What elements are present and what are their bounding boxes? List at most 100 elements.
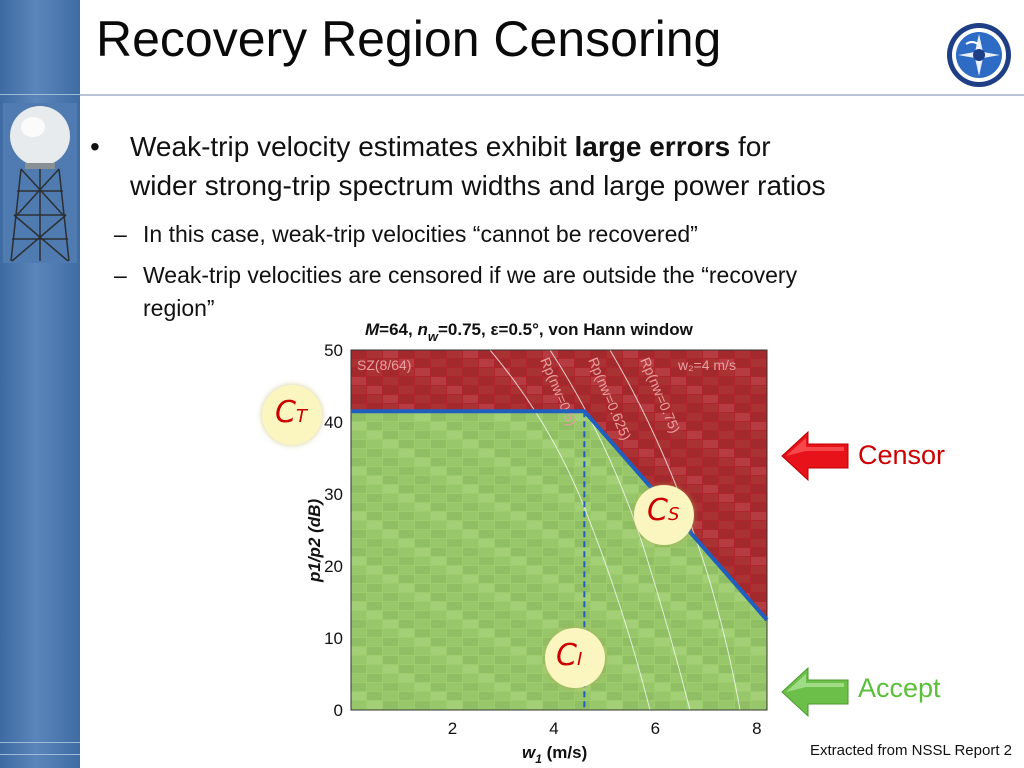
grid-cell bbox=[399, 521, 414, 529]
grid-cell bbox=[415, 521, 430, 529]
grid-cell bbox=[671, 368, 686, 376]
grid-cell bbox=[575, 368, 590, 376]
grid-cell bbox=[495, 692, 510, 700]
grid-cell bbox=[367, 665, 382, 673]
grid-cell bbox=[415, 683, 430, 691]
grid-cell bbox=[399, 377, 414, 385]
grid-cell bbox=[735, 404, 750, 412]
grid-cell bbox=[447, 557, 462, 565]
grid-cell bbox=[687, 701, 702, 709]
grid-cell bbox=[415, 458, 430, 466]
grid-cell bbox=[751, 350, 766, 358]
grid-cell bbox=[623, 530, 638, 538]
grid-cell bbox=[463, 449, 478, 457]
grid-cell bbox=[655, 611, 670, 619]
grid-cell bbox=[367, 575, 382, 583]
censor-label: Censor bbox=[858, 440, 946, 470]
grid-cell bbox=[607, 404, 622, 412]
grid-cell bbox=[719, 440, 734, 448]
grid-cell bbox=[687, 557, 702, 565]
grid-cell bbox=[495, 701, 510, 709]
grid-cell bbox=[591, 503, 606, 511]
grid-cell bbox=[703, 557, 718, 565]
grid-cell bbox=[415, 503, 430, 511]
cs-marker bbox=[634, 485, 694, 545]
grid-cell bbox=[367, 404, 382, 412]
grid-cell bbox=[415, 422, 430, 430]
grid-cell bbox=[703, 368, 718, 376]
grid-cell bbox=[399, 701, 414, 709]
grid-cell bbox=[495, 449, 510, 457]
grid-cell bbox=[431, 359, 446, 367]
grid-cell bbox=[623, 620, 638, 628]
grid-cell bbox=[527, 656, 542, 664]
grid-cell bbox=[495, 656, 510, 664]
sidebar-divider bbox=[0, 94, 80, 95]
grid-cell bbox=[591, 611, 606, 619]
grid-cell bbox=[511, 575, 526, 583]
grid-cell bbox=[415, 629, 430, 637]
grid-cell bbox=[751, 395, 766, 403]
grid-cell bbox=[719, 530, 734, 538]
grid-cell bbox=[607, 512, 622, 520]
grid-cell bbox=[575, 593, 590, 601]
grid-cell bbox=[399, 611, 414, 619]
grid-cell bbox=[415, 620, 430, 628]
grid-cell bbox=[735, 692, 750, 700]
grid-cell bbox=[639, 377, 654, 385]
grid-cell bbox=[495, 440, 510, 448]
grid-cell bbox=[511, 701, 526, 709]
grid-cell bbox=[687, 575, 702, 583]
grid-cell bbox=[511, 449, 526, 457]
grid-cell bbox=[351, 638, 366, 646]
grid-cell bbox=[703, 458, 718, 466]
grid-cell bbox=[447, 503, 462, 511]
grid-cell bbox=[719, 566, 734, 574]
grid-cell bbox=[559, 458, 574, 466]
grid-cell bbox=[351, 521, 366, 529]
grid-cell bbox=[623, 359, 638, 367]
grid-cell bbox=[607, 584, 622, 592]
grid-cell bbox=[623, 674, 638, 682]
grid-cell bbox=[463, 683, 478, 691]
grid-cell bbox=[431, 494, 446, 502]
grid-cell bbox=[447, 368, 462, 376]
grid-cell bbox=[559, 359, 574, 367]
grid-cell bbox=[751, 386, 766, 394]
grid-cell bbox=[687, 359, 702, 367]
grid-cell bbox=[495, 602, 510, 610]
grid-cell bbox=[431, 440, 446, 448]
grid-cell bbox=[351, 440, 366, 448]
grid-cell bbox=[495, 503, 510, 511]
grid-cell bbox=[575, 701, 590, 709]
grid-cell bbox=[719, 548, 734, 556]
grid-cell bbox=[751, 431, 766, 439]
grid-cell bbox=[559, 602, 574, 610]
grid-cell bbox=[527, 395, 542, 403]
grid-cell bbox=[639, 674, 654, 682]
grid-cell bbox=[655, 422, 670, 430]
grid-cell bbox=[463, 575, 478, 583]
grid-cell bbox=[751, 422, 766, 430]
grid-cell bbox=[543, 575, 558, 583]
grid-cell bbox=[463, 701, 478, 709]
grid-cell bbox=[559, 476, 574, 484]
grid-cell bbox=[575, 521, 590, 529]
w2-label: w₂=4 m/s bbox=[677, 357, 736, 373]
grid-cell bbox=[351, 458, 366, 466]
grid-cell bbox=[415, 665, 430, 673]
grid-cell bbox=[559, 620, 574, 628]
grid-cell bbox=[751, 593, 766, 601]
sz-label: SZ(8/64) bbox=[357, 357, 411, 373]
grid-cell bbox=[591, 350, 606, 358]
grid-cell bbox=[623, 422, 638, 430]
grid-cell bbox=[431, 683, 446, 691]
grid-cell bbox=[639, 458, 654, 466]
grid-cell bbox=[623, 476, 638, 484]
grid-cell bbox=[383, 611, 398, 619]
grid-cell bbox=[623, 629, 638, 637]
grid-cell bbox=[383, 503, 398, 511]
grid-cell bbox=[447, 575, 462, 583]
grid-cell bbox=[415, 701, 430, 709]
grid-cell bbox=[735, 503, 750, 511]
